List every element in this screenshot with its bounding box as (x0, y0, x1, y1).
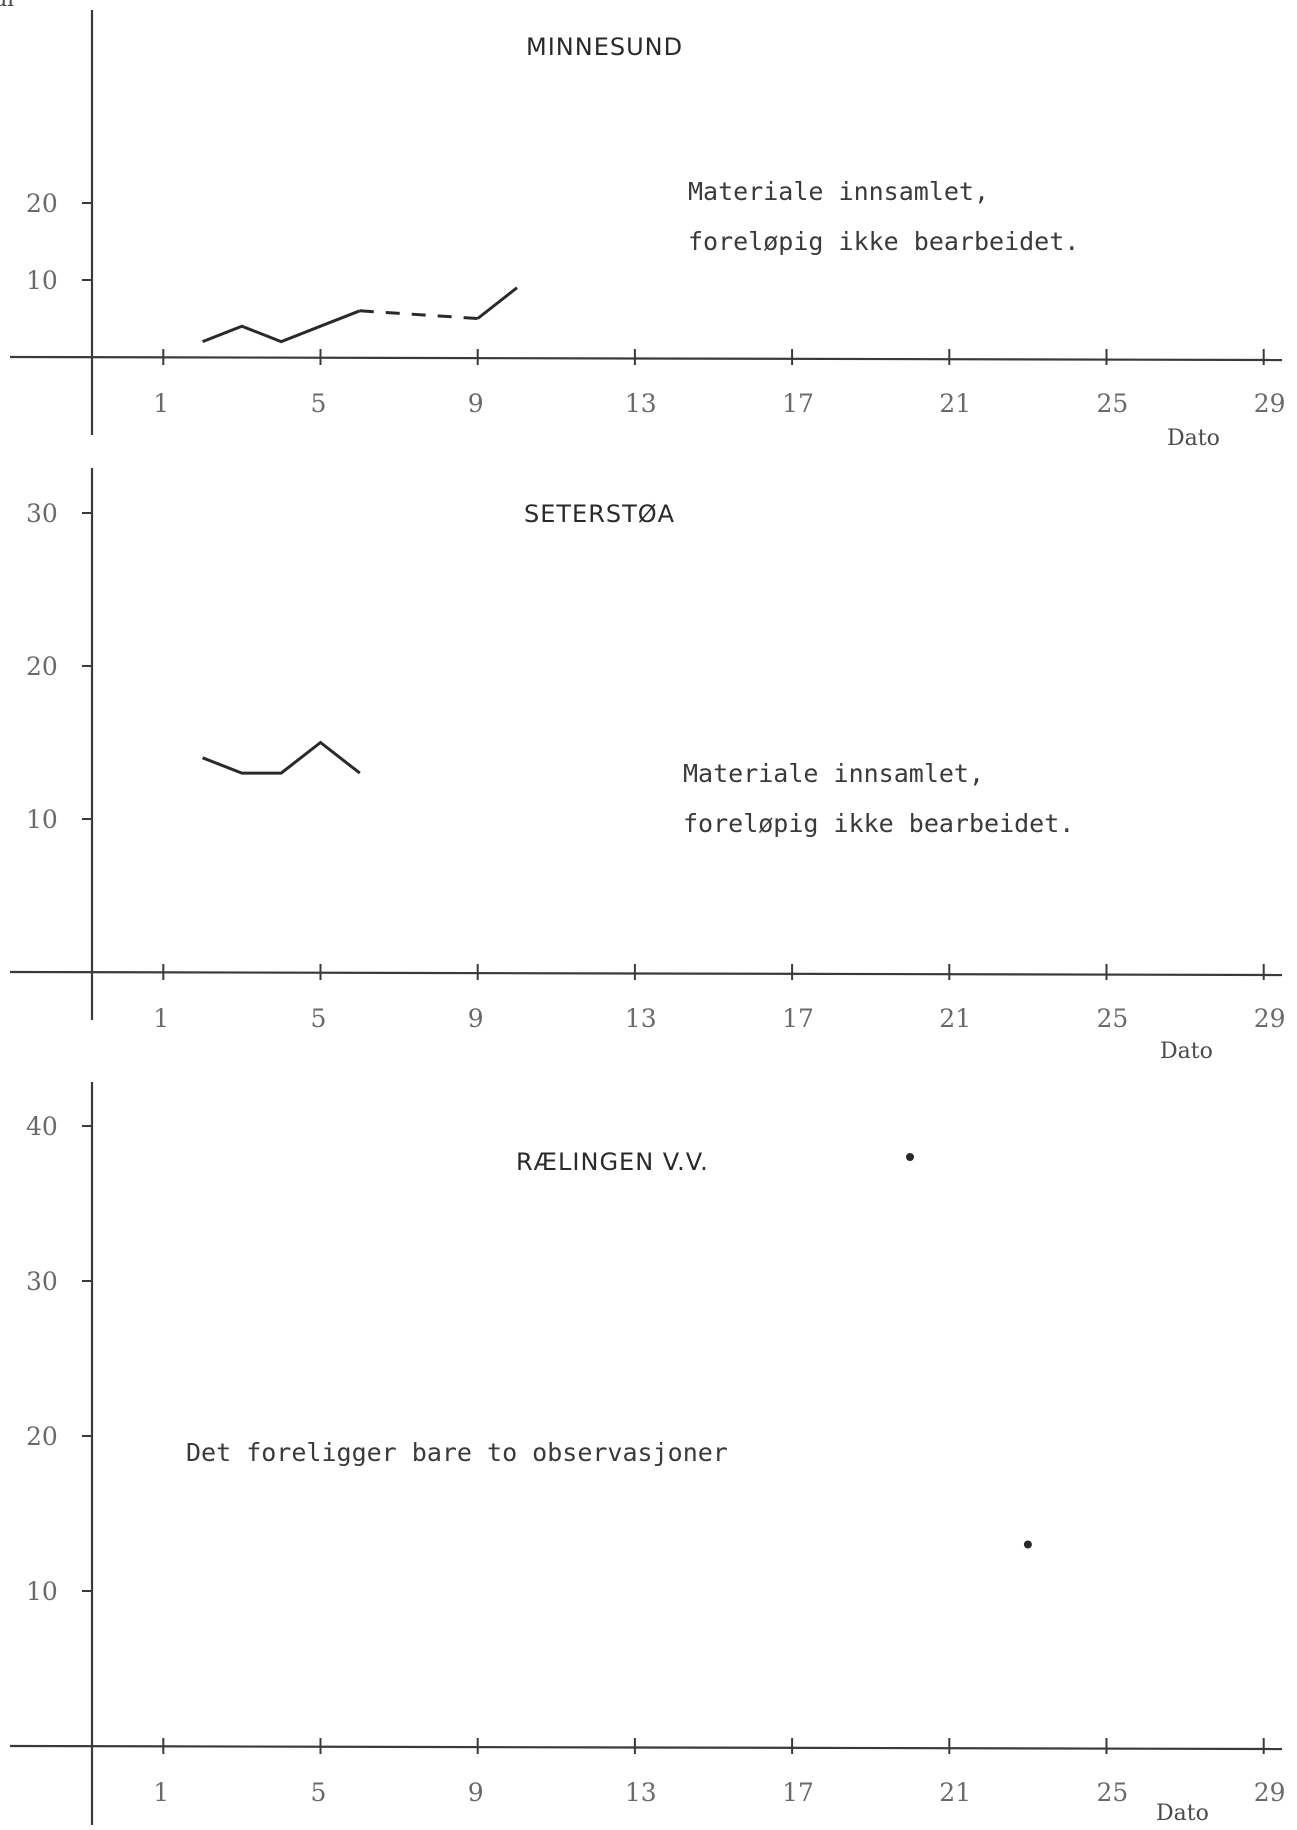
chart-note-line: foreløpig ikke bearbeidet. (683, 809, 1074, 838)
y-tick-label: 20 (26, 652, 58, 681)
x-tick-label: 25 (1097, 389, 1129, 418)
chart-title: MINNESUND (526, 33, 683, 61)
x-tick-label: 13 (625, 1778, 657, 1807)
panels: 10 20 1 5 9 13 17 21 25 29 MINNESUND Materiale inns… (9, 10, 1286, 1826)
corner-label: al (0, 0, 14, 12)
x-axis-label: Dato (1167, 426, 1220, 451)
x-tick-label: 9 (468, 1004, 484, 1033)
x-tick-label: 17 (782, 1778, 814, 1807)
chart-note-line: Det foreligger bare to observasjoner (186, 1438, 728, 1467)
chart-panel-3: 10 20 30 40 1 5 9 13 17 21 25 29 RÆLINGEN V.V. Det fo… (9, 1082, 1286, 1826)
x-tick-label: 29 (1254, 389, 1286, 418)
x-tick-label: 13 (625, 1004, 657, 1033)
chart-note-line: foreløpig ikke bearbeidet. (688, 227, 1079, 256)
chart-title: RÆLINGEN V.V. (516, 1148, 709, 1176)
series-line (202, 309, 361, 344)
x-tick-label: 1 (153, 1004, 169, 1033)
x-tick-label: 1 (153, 389, 169, 418)
chart-panel-2: 10 20 30 1 5 9 13 17 21 25 29 SETERSTØA Materiale in… (9, 468, 1286, 1064)
x-tick-label: 21 (939, 1004, 971, 1033)
x-axis-label: Dato (1160, 1039, 1213, 1064)
x-tick-label: 1 (153, 1778, 169, 1807)
y-tick-label: 10 (26, 1577, 58, 1606)
chart-title: SETERSTØA (524, 500, 675, 528)
chart-note-line: Materiale innsamlet, (683, 759, 984, 788)
chart-panel-1: 10 20 1 5 9 13 17 21 25 29 MINNESUND Materiale inns… (9, 10, 1286, 451)
series-line (476, 286, 518, 320)
chart-note-line: Materiale innsamlet, (688, 177, 989, 206)
y-tick-label: 10 (26, 805, 58, 834)
series-line (202, 740, 361, 775)
x-tick-label: 25 (1097, 1004, 1129, 1033)
data-point (1023, 1540, 1032, 1549)
x-tick-label: 21 (939, 1778, 971, 1807)
x-axis-line (9, 970, 1283, 977)
y-tick-label: 20 (26, 1422, 58, 1451)
x-tick-label: 5 (311, 1778, 327, 1807)
x-tick-label: 13 (625, 389, 657, 418)
x-tick-label: 17 (782, 389, 814, 418)
x-tick-label: 21 (939, 389, 971, 418)
x-tick-label: 5 (311, 389, 327, 418)
series-dashed-line (359, 309, 478, 320)
data-point (906, 1153, 914, 1161)
x-axis-line (9, 355, 1283, 362)
x-tick-label: 29 (1254, 1004, 1286, 1033)
x-tick-label: 25 (1097, 1778, 1129, 1807)
x-axis-line (9, 1744, 1283, 1751)
x-tick-label: 5 (311, 1004, 327, 1033)
y-tick-label: 30 (26, 499, 58, 528)
x-tick-label: 29 (1254, 1778, 1286, 1807)
y-tick-label: 40 (26, 1112, 58, 1141)
x-tick-label: 9 (468, 389, 484, 418)
y-tick-label: 10 (26, 266, 58, 295)
x-axis-label: Dato (1156, 1801, 1209, 1825)
y-tick-label: 30 (26, 1267, 58, 1296)
x-tick-label: 17 (782, 1004, 814, 1033)
y-tick-label: 20 (26, 189, 58, 218)
x-tick-label: 9 (468, 1778, 484, 1807)
